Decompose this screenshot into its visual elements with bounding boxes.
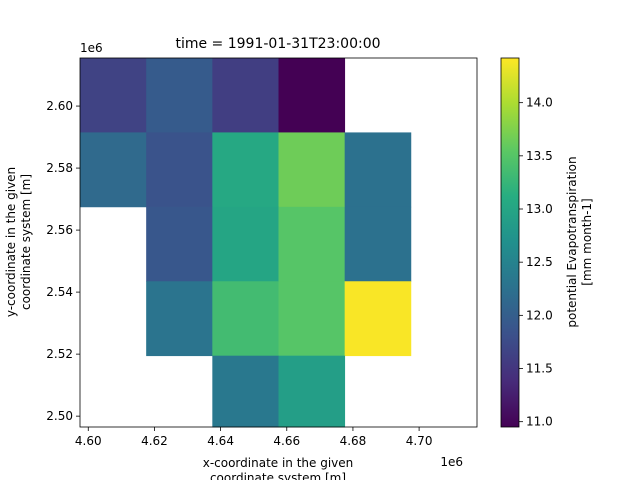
y-axis-label-line2: coordinate system [m] — [19, 174, 33, 310]
heatmap-cell — [146, 281, 213, 357]
y-axis-label-line1: y-coordinate in the given — [4, 167, 18, 317]
x-offset-label: 1e6 — [440, 455, 463, 469]
heatmap-cell — [212, 206, 279, 282]
heatmap-cell — [278, 206, 346, 282]
colorbar — [500, 57, 520, 428]
x-tick-label: 4.66 — [273, 434, 300, 448]
colorbar-tick-label: 14.0 — [526, 96, 553, 110]
colorbar-tick-label: 13.0 — [526, 202, 553, 216]
heatmap-cell — [212, 355, 279, 428]
colorbar-label-line2: [mm month-1] — [580, 198, 594, 285]
heatmap-cell — [278, 281, 346, 357]
plot-frame — [79, 57, 478, 428]
colorbar-ticks: 11.0 11.5 12.0 12.5 13.0 13.5 14.0 — [519, 96, 553, 429]
x-tick-label: 4.60 — [75, 434, 102, 448]
x-tick-label: 4.68 — [340, 434, 367, 448]
y-tick-label: 2.52 — [46, 347, 73, 361]
colorbar-label-line1: potential Evapotranspiration — [565, 156, 579, 327]
x-tick-label: 4.64 — [207, 434, 234, 448]
heatmap-cell — [278, 355, 346, 428]
heatmap-cells — [80, 58, 412, 428]
colorbar-tick-label: 12.0 — [526, 308, 553, 322]
heatmap-cell — [344, 132, 412, 208]
y-tick-label: 2.58 — [46, 161, 73, 175]
heatmap-cell — [212, 281, 279, 357]
colorbar-tick-label: 11.0 — [526, 415, 553, 429]
heatmap-cell — [344, 281, 412, 357]
x-axis-ticks: 4.60 4.62 4.64 4.66 4.68 4.70 — [75, 427, 433, 448]
colorbar-tick-label: 11.5 — [526, 362, 553, 376]
heatmap-cell — [146, 206, 213, 282]
chart-title: time = 1991-01-31T23:00:00 — [175, 36, 380, 52]
y-tick-label: 2.50 — [46, 409, 73, 423]
colorbar-tick-label: 12.5 — [526, 255, 553, 269]
heatmap-cell — [344, 206, 412, 282]
x-tick-label: 4.70 — [406, 434, 433, 448]
heatmap-cell — [80, 58, 147, 133]
heatmap-cell — [212, 132, 279, 208]
y-offset-label: 1e6 — [80, 41, 103, 55]
x-axis-label-line1: x-coordinate in the given — [203, 456, 354, 470]
heatmap-cell — [278, 132, 346, 208]
heatmap-cell — [146, 132, 213, 208]
y-tick-label: 2.56 — [46, 223, 73, 237]
x-tick-label: 4.62 — [141, 434, 168, 448]
y-tick-label: 2.60 — [46, 99, 73, 113]
y-tick-label: 2.54 — [46, 285, 73, 299]
colorbar-tick-label: 13.5 — [526, 149, 553, 163]
heatmap-cell — [80, 132, 147, 208]
heatmap-cell — [278, 58, 346, 133]
y-axis-ticks: 2.50 2.52 2.54 2.56 2.58 2.60 — [46, 99, 80, 423]
x-axis-label-line2: coordinate system [m] — [210, 471, 346, 480]
heatmap-cell — [212, 58, 279, 133]
heatmap-cell — [146, 58, 213, 133]
